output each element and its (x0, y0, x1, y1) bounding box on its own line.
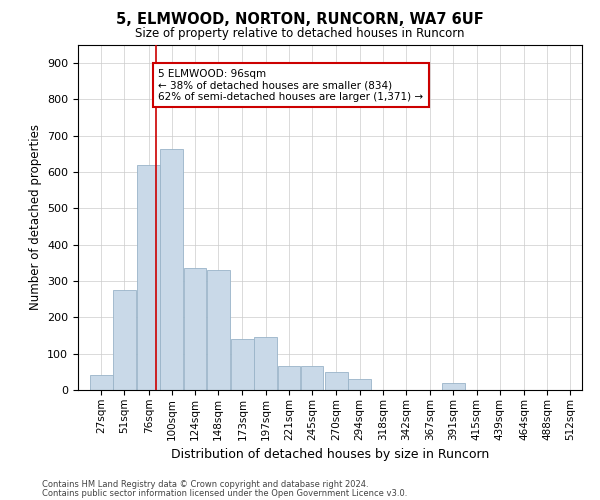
Bar (231, 339, 254, 390)
Bar (160, 148, 183, 390)
Bar (278, 366, 300, 390)
Bar (348, 379, 371, 390)
Text: 5, ELMWOOD, NORTON, RUNCORN, WA7 6UF: 5, ELMWOOD, NORTON, RUNCORN, WA7 6UF (116, 12, 484, 28)
Bar (137, 165, 160, 390)
Text: Size of property relative to detached houses in Runcorn: Size of property relative to detached ho… (135, 28, 465, 40)
Bar (442, 382, 465, 390)
Bar (301, 366, 323, 390)
Text: Contains HM Land Registry data © Crown copyright and database right 2024.: Contains HM Land Registry data © Crown c… (42, 480, 368, 489)
Text: 5 ELMWOOD: 96sqm
← 38% of detached houses are smaller (834)
62% of semi-detached: 5 ELMWOOD: 96sqm ← 38% of detached house… (158, 68, 424, 102)
Y-axis label: Number of detached properties: Number of detached properties (29, 124, 41, 310)
X-axis label: Distribution of detached houses by size in Runcorn: Distribution of detached houses by size … (171, 448, 489, 461)
Text: Contains public sector information licensed under the Open Government Licence v3: Contains public sector information licen… (42, 490, 407, 498)
Bar (184, 268, 206, 390)
Bar (113, 290, 136, 390)
Bar (254, 338, 277, 390)
Bar (207, 270, 230, 390)
Bar (325, 372, 347, 390)
Bar (90, 374, 113, 390)
